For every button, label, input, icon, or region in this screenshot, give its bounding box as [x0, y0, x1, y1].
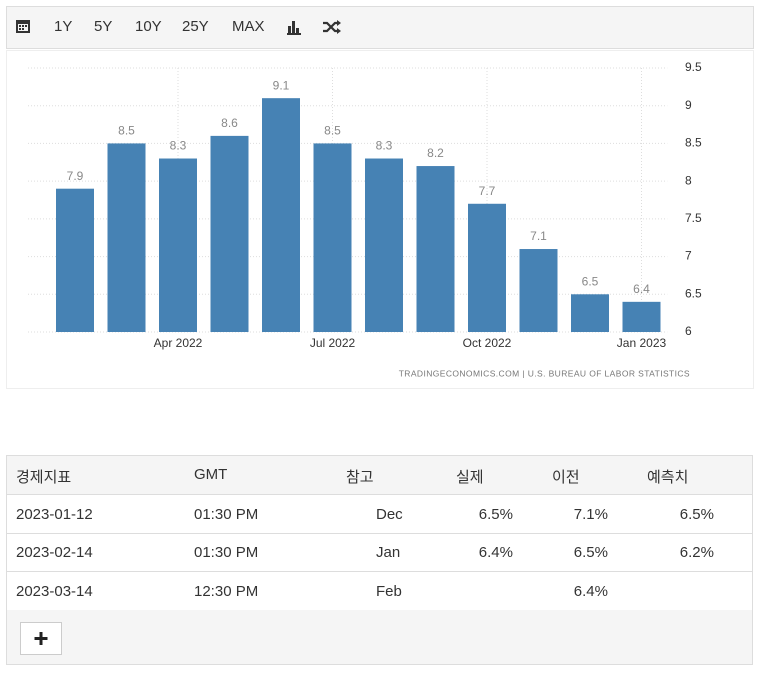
- value-label: 8.3: [170, 139, 187, 153]
- table-cell: 6.4%: [573, 583, 608, 600]
- table-cell: 01:30 PM: [194, 506, 259, 523]
- table-cell: 2023-01-12: [16, 506, 93, 523]
- value-label: 6.5: [582, 274, 599, 288]
- table-cell: 12:30 PM: [194, 583, 259, 600]
- bar: [210, 135, 249, 332]
- table-cell: 2023-02-14: [16, 544, 93, 561]
- table-cell: Dec: [376, 506, 403, 523]
- column-header: 예측치: [647, 469, 689, 486]
- range-button[interactable]: 1Y: [54, 18, 73, 35]
- range-button[interactable]: MAX: [232, 18, 265, 35]
- range-button[interactable]: 10Y: [135, 18, 162, 35]
- table-footer: [7, 610, 752, 664]
- table-header: [7, 456, 752, 495]
- x-tick-label: Oct 2022: [463, 336, 512, 350]
- range-button[interactable]: 5Y: [94, 18, 113, 35]
- value-label: 7.1: [530, 229, 547, 243]
- shuffle-icon[interactable]: [322, 19, 342, 35]
- toolbar: [6, 6, 754, 49]
- x-tick-label: Jan 2023: [617, 336, 667, 350]
- bar: [468, 203, 506, 332]
- column-header: 이전: [552, 469, 580, 486]
- table-cell: 7.1%: [573, 506, 608, 523]
- table-cell: 6.5%: [573, 544, 608, 561]
- bar-chart-icon[interactable]: [286, 19, 302, 35]
- y-tick-label: 8.5: [685, 136, 702, 150]
- table-cell: 6.2%: [679, 544, 714, 561]
- value-label: 8.5: [118, 124, 135, 138]
- table-cell: 6.4%: [478, 544, 513, 561]
- chart-frame: [6, 50, 754, 389]
- table-row: [7, 495, 752, 534]
- column-header: 경제지표: [16, 469, 72, 486]
- value-label: 8.6: [221, 116, 238, 130]
- value-label: 8.3: [376, 139, 393, 153]
- bar: [365, 158, 403, 332]
- value-label: 7.9: [67, 169, 84, 183]
- value-label: 8.5: [324, 124, 341, 138]
- bar: [262, 98, 300, 333]
- bar: [519, 249, 558, 332]
- calendar-icon[interactable]: [15, 18, 31, 34]
- y-tick-label: 6.5: [685, 286, 702, 300]
- table-cell: 2023-03-14: [16, 583, 93, 600]
- bar: [313, 143, 352, 332]
- data-table: 경제지표 GMT 참고 실제 이전 예측치 2023-01-12 01:30 PM Dec 6.5…: [6, 455, 753, 665]
- x-tick-label: Jul 2022: [310, 336, 356, 350]
- value-label: 8.2: [427, 146, 444, 160]
- y-tick-label: 9: [685, 98, 692, 112]
- column-header: GMT: [194, 466, 228, 483]
- table-cell: 6.5%: [679, 506, 714, 523]
- value-label: 6.4: [633, 282, 650, 296]
- column-header: 실제: [456, 469, 484, 486]
- chart: 6 6.5 7 7.5 8 8.5 9 9.5 7.9 8.5 Apr 2022 8.3 8.6 9.1 J…: [28, 60, 702, 378]
- plus-icon: [34, 632, 48, 645]
- table-cell: 6.5%: [478, 506, 513, 523]
- table-cell: 01:30 PM: [194, 544, 259, 561]
- value-label: 9.1: [273, 78, 290, 92]
- column-header: 참고: [346, 469, 374, 486]
- table-cell: Feb: [376, 583, 402, 600]
- bar: [159, 158, 197, 332]
- y-tick-label: 6: [685, 324, 692, 338]
- y-tick-label: 9.5: [685, 60, 702, 74]
- y-tick-label: 7.5: [685, 211, 702, 225]
- source-label: TRADINGECONOMICS.COM | U.S. BUREAU OF LA…: [399, 368, 690, 378]
- bar: [571, 294, 609, 332]
- table-row: [7, 533, 752, 572]
- expand-button[interactable]: [20, 622, 62, 655]
- x-tick-label: Apr 2022: [154, 336, 203, 350]
- bar: [107, 143, 146, 332]
- bar: [622, 301, 661, 332]
- bar: [416, 166, 455, 332]
- y-tick-label: 7: [685, 249, 692, 263]
- value-label: 7.7: [479, 184, 496, 198]
- y-tick-label: 8: [685, 173, 692, 187]
- range-button[interactable]: 25Y: [182, 18, 209, 35]
- table-cell: Jan: [376, 544, 401, 561]
- bar: [56, 188, 94, 332]
